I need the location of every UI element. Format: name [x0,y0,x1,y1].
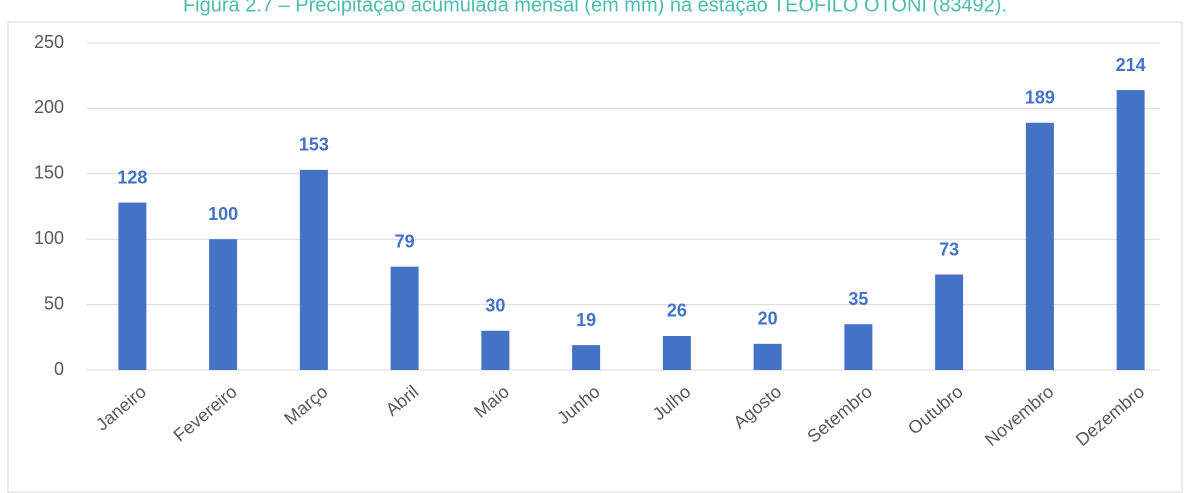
bar [299,169,328,370]
bar [844,324,873,370]
y-tick-label: 0 [54,359,64,379]
data-label: 30 [485,296,505,316]
x-tick-label: Março [280,381,331,428]
data-label: 153 [299,135,329,155]
bar [1025,122,1054,371]
x-tick-label: Dezembro [1072,381,1148,450]
data-label: 20 [758,309,778,329]
data-label: 26 [667,301,687,321]
y-tick-label: 150 [34,163,64,183]
bar [753,343,782,370]
x-tick-label: Julho [649,381,695,424]
bar [118,202,147,370]
data-label: 100 [208,204,238,224]
data-label: 214 [1116,55,1146,75]
chart-frame [7,21,1183,493]
chart-title: Figura 2.7 – Precipitação acumulada mens… [183,0,1007,16]
y-tick-label: 50 [44,293,64,313]
x-tick-label: Agosto [729,381,785,432]
data-label: 128 [117,167,147,187]
x-tick-label: Novembro [981,381,1057,450]
x-tick-label: Fevereiro [170,381,241,445]
x-tick-label: Junho [553,381,603,428]
data-label: 35 [848,289,868,309]
x-tick-label: Outubro [904,381,967,438]
bar [1116,90,1145,370]
x-tick-label: Setembro [803,381,876,446]
data-label: 189 [1025,88,1055,108]
y-tick-label: 200 [34,97,64,117]
bar [572,345,601,370]
y-tick-label: 250 [34,32,64,52]
x-tick-label: Janeiro [92,381,150,434]
bar [662,335,691,370]
x-tick-label: Abril [382,381,422,419]
bar [209,239,238,370]
data-label: 19 [576,310,596,330]
bar [481,330,510,370]
bar [935,274,964,370]
data-label: 73 [939,239,959,259]
y-tick-label: 100 [34,228,64,248]
bar [390,266,419,370]
x-tick-label: Maio [470,381,513,421]
data-label: 79 [395,231,415,251]
